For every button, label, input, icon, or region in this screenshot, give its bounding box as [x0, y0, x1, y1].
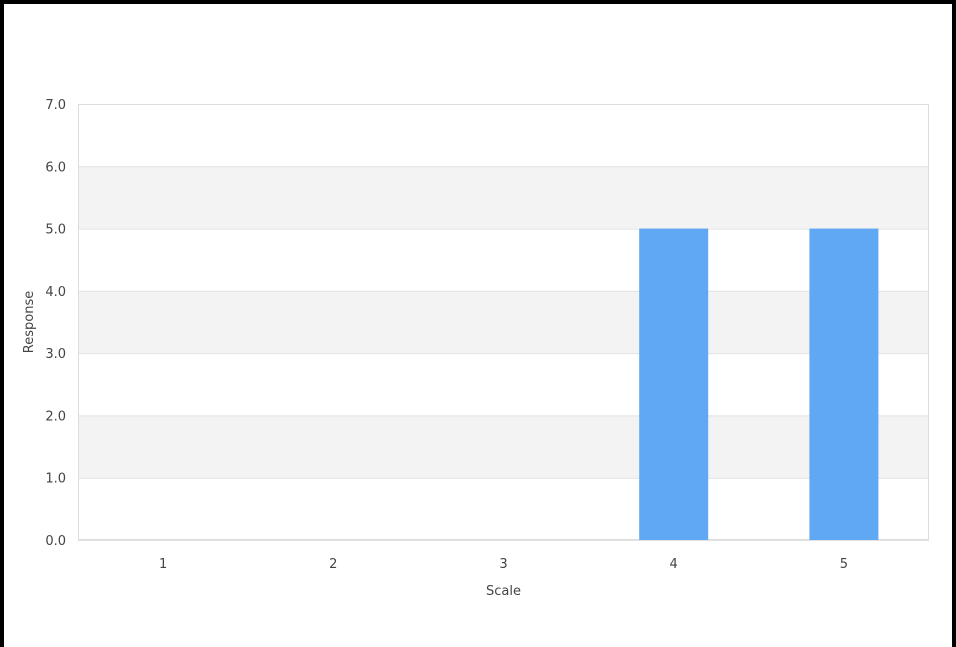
grid-band [78, 415, 929, 478]
x-tick-label: 2 [329, 557, 337, 572]
plot-bands [78, 166, 929, 478]
x-tick-label: 1 [159, 557, 167, 572]
y-tick-label: 3.0 [45, 347, 66, 362]
y-axis-ticks: 0.0 1.0 2.0 3.0 4.0 5.0 6.0 7.0 [45, 98, 66, 549]
y-tick-label: 4.0 [45, 285, 66, 300]
plot-area [78, 104, 929, 540]
grid-band [78, 166, 929, 229]
bar-5 [809, 228, 879, 541]
y-tick-label: 7.0 [45, 98, 66, 113]
y-tick-label: 1.0 [45, 472, 66, 487]
y-tick-label: 6.0 [45, 160, 66, 175]
y-axis-title: Response [22, 291, 37, 353]
y-tick-label: 2.0 [45, 409, 66, 424]
bars [639, 228, 879, 541]
x-tick-label: 3 [499, 557, 507, 572]
y-tick-label: 0.0 [45, 534, 66, 549]
x-tick-label: 5 [840, 557, 848, 572]
x-axis-ticks: 1 2 3 4 5 [159, 557, 848, 572]
y-tick-label: 5.0 [45, 223, 66, 238]
x-axis-title: Scale [486, 584, 521, 599]
x-tick-label: 4 [670, 557, 678, 572]
bar-4 [639, 228, 709, 541]
grid-band [78, 290, 929, 354]
